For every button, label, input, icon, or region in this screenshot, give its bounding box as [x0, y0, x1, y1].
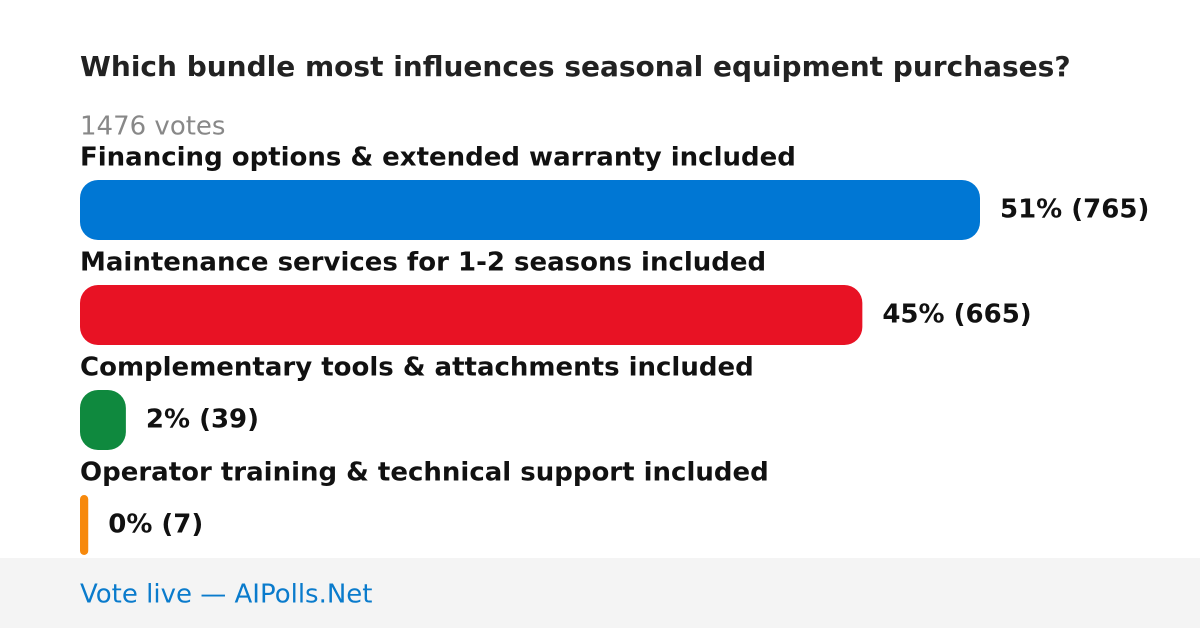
bar: [80, 285, 863, 345]
option-label: Financing options & extended warranty in…: [80, 143, 796, 173]
vote-count: 1476 votes: [80, 112, 225, 142]
footer-band: [0, 558, 1200, 628]
footer-link[interactable]: Vote live — AIPolls.Net: [80, 580, 373, 610]
option-label: Complementary tools & attachments includ…: [80, 353, 754, 383]
option-label: Operator training & technical support in…: [80, 458, 769, 488]
poll-title: Which bundle most influences seasonal eq…: [80, 50, 1071, 83]
bar: [80, 390, 126, 450]
value-label: 2% (39): [146, 405, 259, 435]
value-label: 45% (665): [882, 300, 1031, 330]
option-label: Maintenance services for 1-2 seasons inc…: [80, 248, 766, 278]
bar: [80, 495, 89, 555]
value-label: 0% (7): [108, 510, 203, 540]
bar: [80, 180, 980, 240]
value-label: 51% (765): [1000, 195, 1149, 225]
